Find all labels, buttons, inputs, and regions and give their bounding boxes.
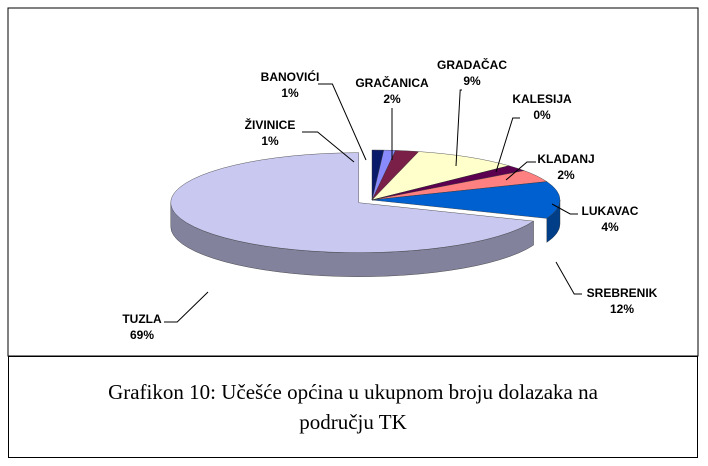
caption: Grafikon 10: Učešće općina u ukupnom bro… [8, 356, 698, 458]
leader-line [164, 291, 209, 323]
leader-line [455, 89, 462, 167]
data-label-value: 2% [557, 168, 575, 182]
data-label-value: 1% [281, 86, 299, 100]
data-label-value: 1% [261, 134, 279, 148]
data-label-value: 4% [601, 220, 619, 234]
slice [371, 151, 510, 201]
data-label-name: GRAČANICA [355, 75, 429, 90]
data-label-value: 12% [610, 302, 634, 316]
slice [170, 152, 535, 253]
data-label-name: ŽIVINICE [245, 117, 296, 132]
data-label-name: LUKAVAC [582, 204, 639, 218]
leader-line [495, 117, 520, 173]
data-label-value: 69% [130, 328, 154, 342]
data-label-name: GRADAČAC [437, 57, 507, 72]
data-label-name: SREBRENIK [587, 286, 658, 300]
leader-line [302, 131, 355, 163]
leader-line [505, 161, 536, 181]
data-label-name: BANOVIĆI [261, 69, 320, 84]
leader-line [318, 83, 367, 161]
data-label-name: KALESIJA [512, 92, 572, 106]
leader-line [555, 261, 582, 295]
data-label-name: KLADANJ [537, 152, 594, 166]
leader-line [551, 203, 578, 215]
data-label-value: 0% [533, 108, 551, 122]
data-label-value: 2% [383, 92, 401, 106]
data-label-value: 9% [463, 74, 481, 88]
slice [371, 181, 561, 219]
data-label-name: TUZLA [122, 312, 162, 326]
